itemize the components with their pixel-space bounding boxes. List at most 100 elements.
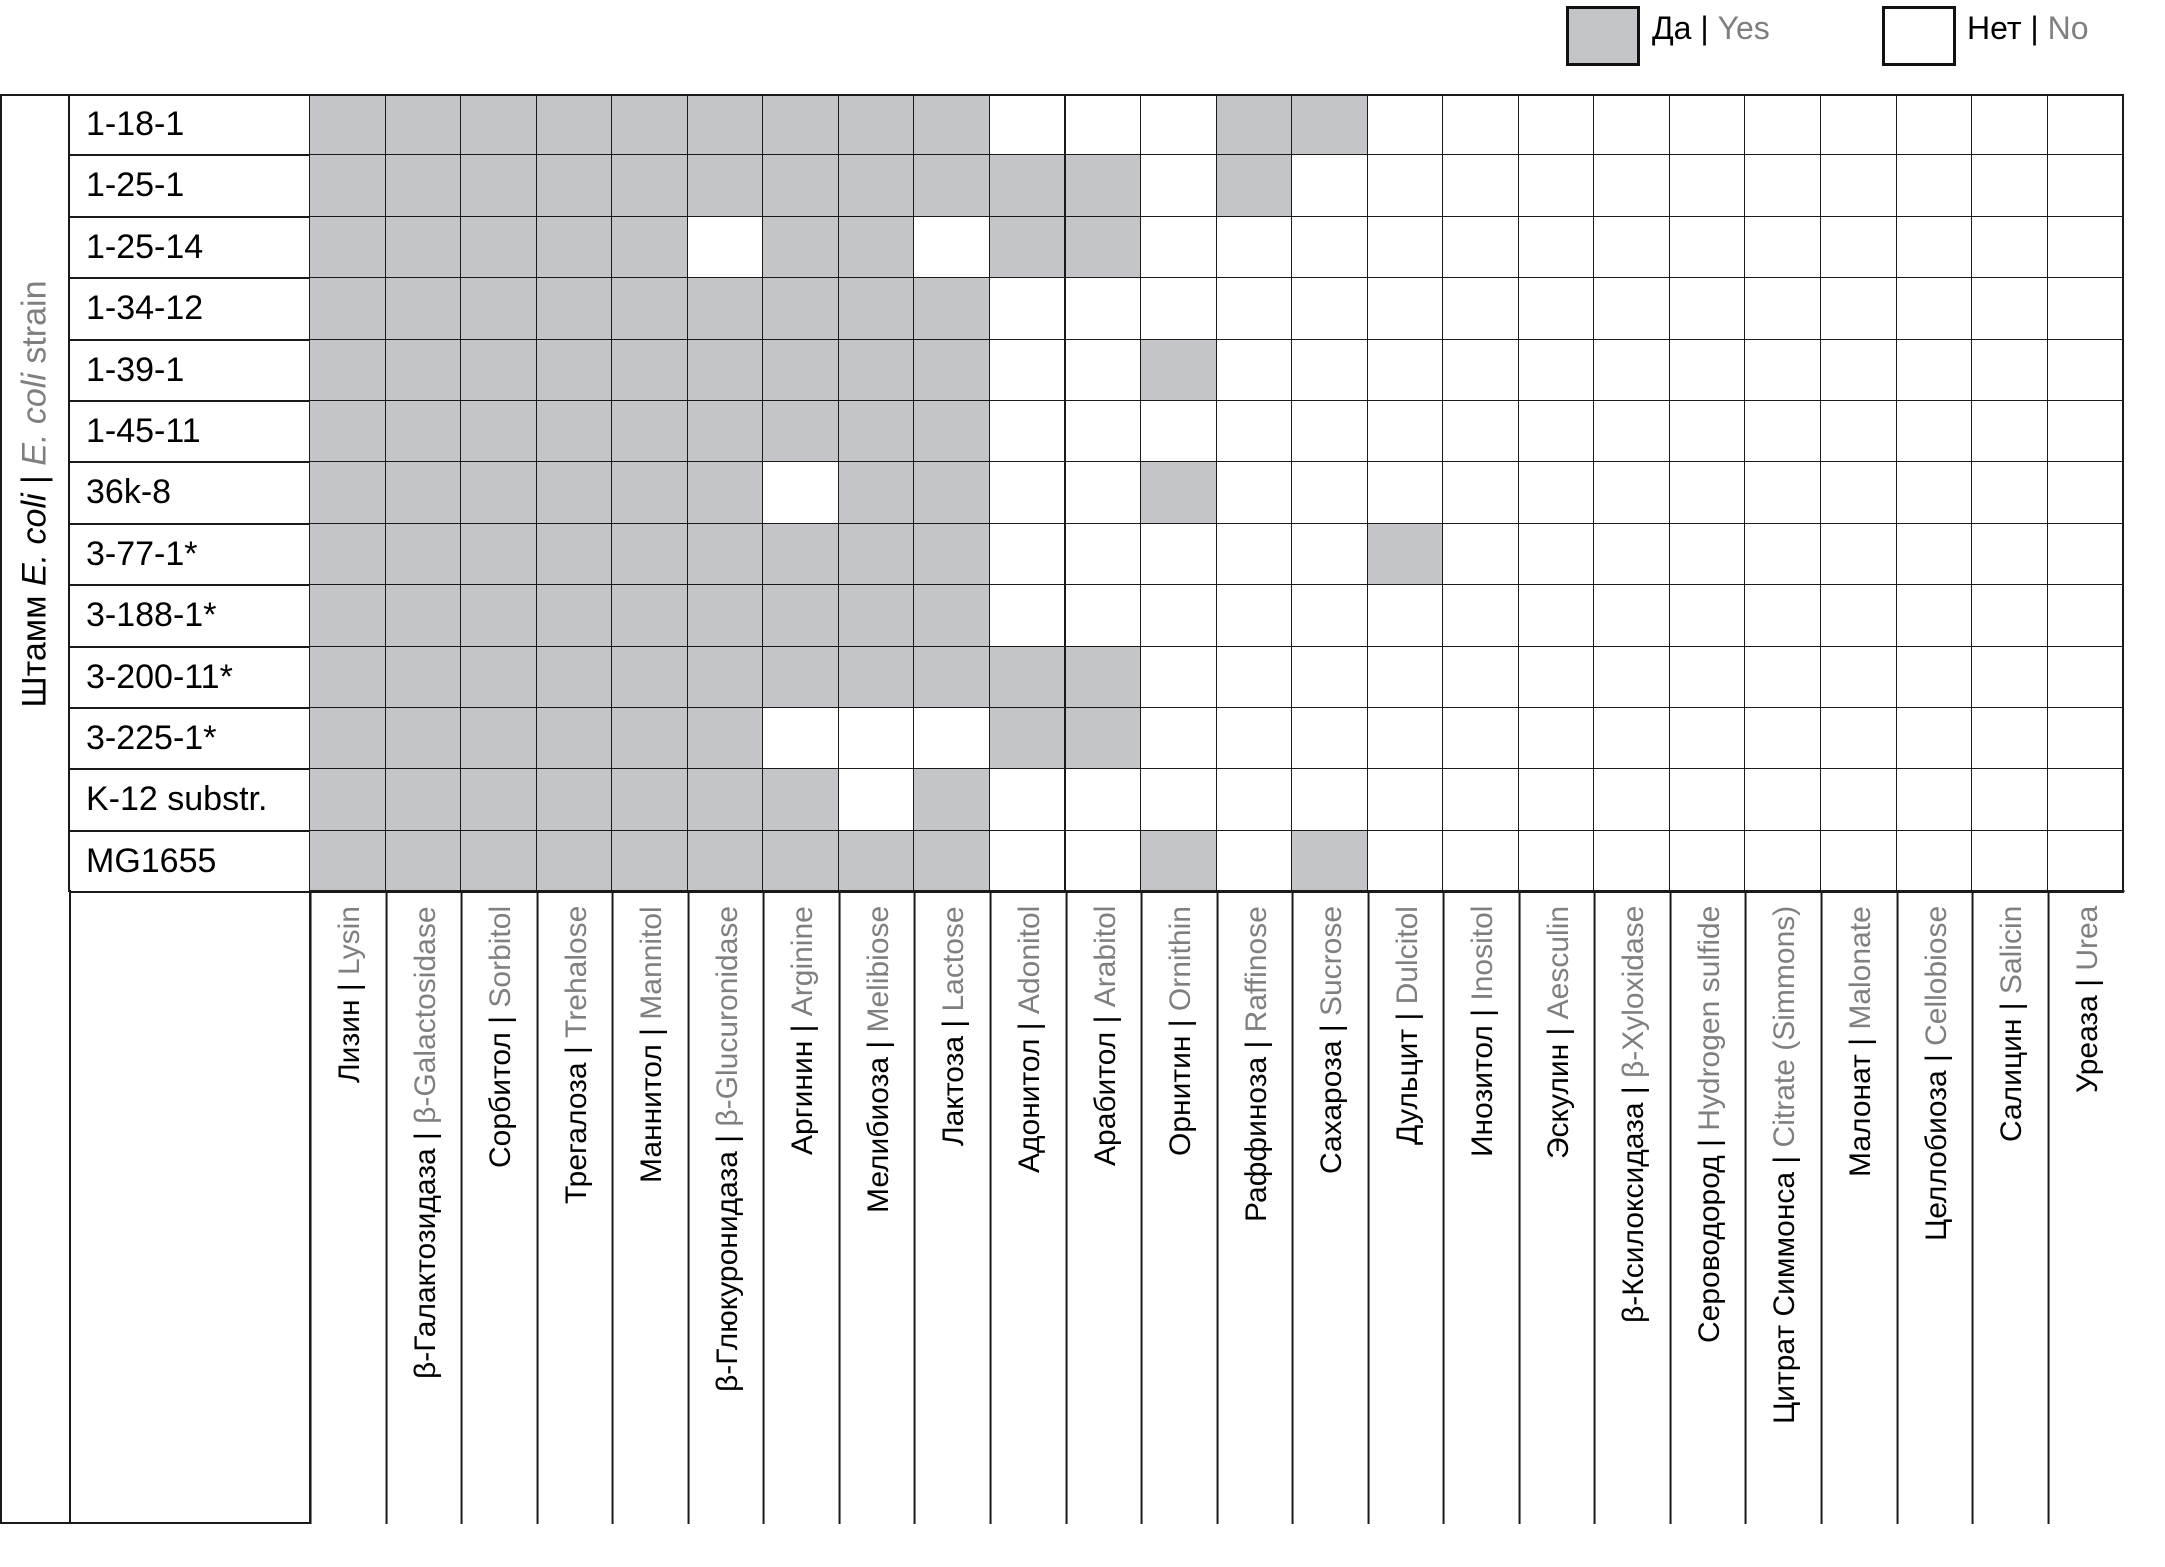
test-name-sep: | (1844, 1029, 1877, 1055)
result-cell (310, 401, 387, 464)
result-cell (1518, 94, 1596, 157)
result-cell (914, 278, 991, 341)
header-corner-names (70, 890, 311, 1525)
result-cell (914, 830, 991, 894)
test-header: Инозитол | Inositol (1443, 890, 1520, 1525)
test-name-en: Lysin (333, 906, 366, 976)
result-cell (1594, 585, 1671, 648)
test-name-sep: | (1012, 1014, 1046, 1040)
test-name-en: Melibiose (861, 906, 895, 1033)
test-name-ru: Орнитин (1164, 1035, 1198, 1157)
test-name-sep: | (1919, 1046, 1953, 1071)
test-name-ru: β-Глюкуронидаза (710, 1151, 744, 1393)
result-cell (310, 462, 387, 525)
test-name-ru: Салицин (1995, 1019, 2029, 1143)
result-cell (1972, 401, 2049, 464)
result-cell (1594, 155, 1671, 218)
results-grid: 1-18-1 1-25-1 1-25-14 1-34-12 1-39-1 1-45-11 3… (0, 94, 2125, 1525)
result-cell (385, 708, 463, 771)
test-name-en: Ornithin (1164, 906, 1198, 1012)
test-name-sep: | (1617, 1078, 1651, 1103)
result-cell (989, 401, 1067, 464)
strain-name: 1-25-14 (70, 216, 311, 280)
test-header: Дульцит | Dulcitol (1367, 890, 1445, 1525)
result-cell (385, 401, 463, 464)
result-cell (1216, 155, 1294, 218)
result-cell (2047, 585, 2125, 648)
result-cell (536, 94, 614, 157)
test-name-ru: Сорбитол (484, 1032, 518, 1169)
result-cell (1141, 585, 1218, 648)
result-cell (1216, 769, 1294, 832)
result-cell (461, 94, 538, 157)
result-cell (1821, 462, 1898, 525)
test-name-sep: | (861, 1032, 895, 1058)
result-cell (1896, 830, 1974, 894)
result-cell (1972, 523, 2049, 587)
result-cell (536, 339, 614, 402)
result-cell (687, 830, 765, 894)
test-header: Эскулин | Aesculin (1518, 890, 1596, 1525)
result-cell (1594, 339, 1671, 402)
result-cell (1896, 769, 1974, 832)
result-cell (310, 94, 387, 157)
result-cell (1518, 769, 1596, 832)
strain-name: 3-200-11* (70, 646, 311, 709)
test-name-ru: Арабитол (1088, 1032, 1122, 1167)
test-name-en: Inositol (1466, 906, 1500, 1002)
result-cell (1745, 94, 1822, 157)
result-cell (1594, 462, 1671, 525)
test-name-en: Sorbitol (484, 906, 518, 1008)
result-cell (914, 216, 991, 280)
result-cell (612, 94, 689, 157)
result-cell (1821, 646, 1898, 709)
result-cell (1972, 94, 2049, 157)
result-cell (1443, 155, 1520, 218)
result-cell (914, 646, 991, 709)
result-cell (838, 585, 916, 648)
result-cell (2047, 646, 2125, 709)
test-name-ru: Мелибиоза (861, 1057, 895, 1214)
result-cell (1972, 585, 2049, 648)
result-cell (763, 708, 840, 771)
result-cell (1669, 94, 1747, 157)
result-cell (1065, 155, 1143, 218)
test-name-en: Lactose (937, 906, 971, 1012)
result-cell (687, 708, 765, 771)
result-cell (1518, 401, 1596, 464)
test-name-sep: | (1768, 1147, 1802, 1173)
legend-yes-label: Да | Yes (1652, 8, 1770, 48)
result-cell (1216, 216, 1294, 280)
result-cell (612, 646, 689, 709)
legend-yes-en: Yes (1717, 10, 1770, 46)
result-cell (536, 708, 614, 771)
result-cell (310, 523, 387, 587)
test-name-ru: Цитрат Симмонса (1768, 1172, 1802, 1425)
result-cell (763, 585, 840, 648)
result-cell (310, 585, 387, 648)
test-name-ru: Малонат (1844, 1054, 1877, 1177)
result-cell (1745, 401, 1822, 464)
result-cell (1292, 523, 1369, 587)
test-name-en: Arabitol (1088, 906, 1122, 1008)
test-name-ru: Лизин (333, 999, 366, 1084)
result-cell (385, 462, 463, 525)
result-cell (838, 708, 916, 771)
result-cell (914, 94, 991, 157)
result-cell (1972, 646, 2049, 709)
result-cell (1141, 769, 1218, 832)
result-cell (1065, 278, 1143, 341)
result-cell (989, 155, 1067, 218)
result-cell (838, 769, 916, 832)
result-cell (536, 769, 614, 832)
result-cell (687, 216, 765, 280)
result-cell (2047, 462, 2125, 525)
result-cell (1216, 523, 1294, 587)
result-cell (1745, 708, 1822, 771)
result-cell (536, 462, 614, 525)
test-name-sep: | (484, 1007, 518, 1033)
result-cell (914, 155, 991, 218)
result-cell (1972, 278, 2049, 341)
result-cell (1443, 523, 1520, 587)
result-cell (1367, 769, 1445, 832)
